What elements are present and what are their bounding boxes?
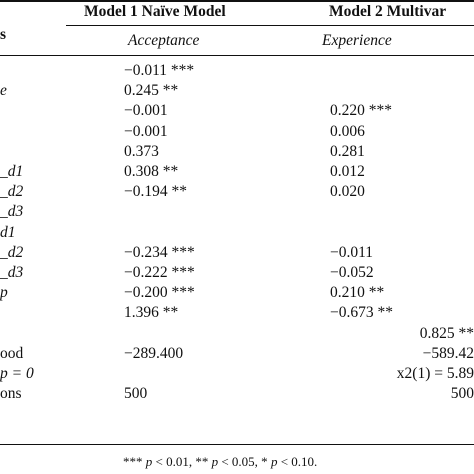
table-top-rule xyxy=(0,0,474,2)
model2-extra-cell: 0.825 ** xyxy=(419,324,474,342)
model1-cell: −0.001 xyxy=(124,122,168,140)
row-label: _d3 xyxy=(0,264,24,281)
model1-cell: −289.400 xyxy=(124,344,184,362)
model1-cell: 0.373 xyxy=(124,142,159,160)
model1-header: Model 1 Naïve Model xyxy=(84,3,226,20)
model2-cell: 0.020 xyxy=(330,183,365,201)
table-bottom-rule xyxy=(0,444,474,446)
model2-cell: −0.673 ** xyxy=(330,304,393,322)
row-label: _d2 xyxy=(0,183,24,201)
model1-cell: −0.001 xyxy=(124,102,168,120)
model2-extra-cell: x2(1) = 5.89 xyxy=(396,365,474,382)
model2-extra-cell: −589.42 xyxy=(422,344,474,362)
model1-cell: 1.396 ** xyxy=(124,304,179,322)
row-label: _d1 xyxy=(0,163,24,180)
footnote-text: *** p < 0.01, ** p < 0.05, * p < 0.10. xyxy=(123,454,318,469)
model2-cell: −0.011 xyxy=(330,243,374,261)
model1-cell: −0.222 *** xyxy=(124,264,195,281)
model2-cell: 0.012 xyxy=(330,163,365,180)
header-bottom-rule xyxy=(0,55,474,57)
header-divider xyxy=(66,25,474,27)
model2-header: Model 2 Multivar xyxy=(329,3,447,20)
model2-cell: −0.052 xyxy=(330,264,374,281)
model1-cell: −0.011 *** xyxy=(124,62,195,79)
model1-cell: −0.200 *** xyxy=(124,284,195,302)
row-label: p = 0 xyxy=(0,365,34,382)
model2-cell: 0.220 *** xyxy=(330,102,392,120)
model2-extra-cell: 500 xyxy=(450,385,474,403)
model2-cell: 0.006 xyxy=(330,122,365,140)
first-column-header: s xyxy=(0,26,7,43)
model1-cell: 0.245 ** xyxy=(124,82,179,100)
model2-cell: 0.281 xyxy=(330,142,365,160)
model1-cell: 500 xyxy=(124,385,148,403)
row-label: _d2 xyxy=(0,243,24,261)
row-label: d1 xyxy=(0,223,16,241)
model2-cell: 0.210 ** xyxy=(330,284,385,302)
row-label: e xyxy=(0,82,7,100)
significance-footnote: *** p < 0.01, ** p < 0.05, * p < 0.10. xyxy=(123,453,317,471)
row-label: p xyxy=(0,284,8,302)
model1-cell: 0.308 ** xyxy=(124,163,179,180)
model2-subheader: Experience xyxy=(322,32,392,49)
row-label: ood xyxy=(0,344,24,362)
model1-cell: −0.194 ** xyxy=(124,183,187,201)
row-label: _d3 xyxy=(0,203,24,221)
row-label: ons xyxy=(0,385,22,403)
model1-cell: −0.234 *** xyxy=(124,243,195,261)
model1-subheader: Acceptance xyxy=(128,32,200,49)
